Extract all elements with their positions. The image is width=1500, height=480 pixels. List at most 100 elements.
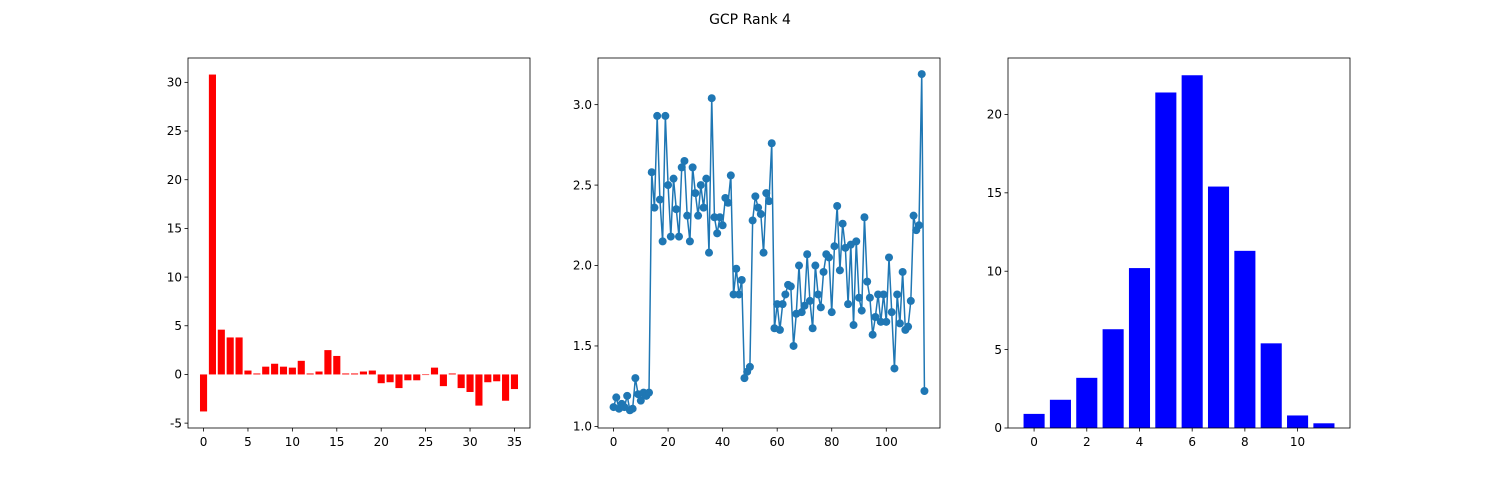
- plot-area: [199, 74, 519, 412]
- y-tick-label: 25: [167, 124, 182, 138]
- data-point-83: [835, 266, 844, 275]
- data-point-55: [759, 248, 768, 257]
- data-point-56: [762, 189, 771, 198]
- plot-area: [609, 70, 929, 415]
- subplot-3: 0 2 4 6 8 10 0 5 10 15 20: [987, 57, 1351, 449]
- y-tick-label: 20: [167, 173, 182, 187]
- data-point-70: [800, 301, 809, 310]
- data-point-106: [898, 267, 907, 276]
- bar-10: [288, 367, 296, 375]
- bar-33: [493, 374, 501, 382]
- subplot-1: 0 5 10 15 20 25 30 35 -5 0 5 10 15 20 25 30: [167, 57, 531, 449]
- data-point-112: [915, 221, 923, 230]
- data-point-74: [811, 261, 820, 270]
- data-point-94: [865, 293, 874, 302]
- data-point-109: [906, 296, 915, 305]
- bar-9: [279, 366, 288, 375]
- data-point-82: [833, 202, 842, 210]
- data-point-38: [713, 229, 722, 238]
- x-tick-label: 80: [824, 435, 839, 449]
- y-tick-label: 1.5: [573, 339, 592, 353]
- data-point-43: [726, 171, 735, 180]
- x-tick-label: 30: [462, 435, 477, 449]
- bar-21: [386, 374, 394, 383]
- bar-8: [1234, 250, 1256, 428]
- data-point-30: [691, 189, 700, 198]
- bar-2: [1076, 377, 1098, 428]
- data-point-95: [868, 330, 877, 339]
- bar-26: [430, 367, 439, 375]
- bar-27: [439, 374, 447, 387]
- bar-2: [217, 329, 225, 375]
- data-point-34: [702, 174, 711, 183]
- x-tick-label: 20: [660, 435, 675, 449]
- y-tick-label: 2.0: [573, 259, 592, 273]
- axes-frame: [187, 57, 531, 429]
- data-point-100: [882, 317, 891, 326]
- bar-3: [226, 337, 234, 375]
- data-point-73: [808, 324, 817, 333]
- data-point-17: [655, 195, 664, 204]
- data-point-114: [920, 387, 929, 395]
- bar-20: [377, 374, 385, 384]
- y-tick-label: 15: [987, 186, 1002, 200]
- data-point-45: [732, 264, 741, 273]
- data-point-104: [893, 290, 902, 299]
- data-point-66: [789, 341, 798, 350]
- bar-11: [297, 360, 305, 375]
- bar-31: [475, 374, 483, 406]
- data-point-71: [803, 250, 812, 259]
- bar-15: [333, 355, 341, 375]
- y-tick-label: 1.0: [573, 420, 592, 434]
- data-point-24: [675, 232, 683, 241]
- data-point-10: [636, 396, 645, 405]
- data-point-99: [879, 290, 888, 299]
- data-point-16: [653, 111, 662, 120]
- bar-1: [208, 74, 216, 375]
- bar-11: [1313, 423, 1335, 428]
- y-axis-ticks: -5 0 5 10 15 20 25 30: [167, 76, 188, 430]
- bar-35: [510, 374, 519, 390]
- data-point-26: [680, 156, 689, 165]
- bar-24: [413, 374, 421, 381]
- bar-14: [324, 350, 332, 375]
- data-point-50: [745, 362, 754, 371]
- x-tick-label: 60: [770, 435, 785, 449]
- data-point-46: [735, 290, 743, 299]
- x-tick-label: 0: [610, 435, 618, 449]
- bar-13: [315, 371, 323, 375]
- bar-29: [457, 374, 465, 389]
- data-point-69: [797, 308, 806, 317]
- bar-19: [368, 370, 376, 375]
- bar-0: [1023, 413, 1045, 428]
- x-axis-ticks: 0 5 10 15 20 25 30 35: [200, 428, 522, 449]
- y-tick-label: 2.5: [573, 178, 592, 192]
- x-tick-label: 100: [875, 435, 898, 449]
- y-tick-label: 15: [167, 222, 182, 236]
- data-point-57: [765, 197, 773, 206]
- data-point-77: [819, 267, 828, 276]
- data-point-75: [814, 290, 823, 299]
- y-tick-label: 0: [994, 421, 1002, 435]
- bar-23: [404, 374, 412, 381]
- bar-28: [448, 373, 456, 375]
- axes-frame: [1007, 57, 1351, 429]
- data-point-90: [855, 293, 863, 302]
- x-tick-label: 40: [715, 435, 730, 449]
- bar-6: [1181, 75, 1203, 428]
- data-point-63: [781, 290, 790, 299]
- bar-34: [502, 374, 510, 401]
- data-point-32: [696, 181, 705, 190]
- bar-6: [253, 373, 261, 375]
- data-point-52: [751, 192, 760, 201]
- data-point-18: [658, 237, 667, 246]
- data-point-86: [844, 300, 853, 309]
- data-point-88: [849, 321, 858, 330]
- y-axis-ticks: 1.0 1.5 2.0 2.5 3.0: [573, 98, 598, 434]
- data-point-40: [718, 221, 727, 230]
- bar-1: [1049, 399, 1071, 428]
- data-point-61: [775, 325, 784, 334]
- data-point-22: [669, 174, 678, 183]
- x-tick-label: 10: [1290, 435, 1305, 449]
